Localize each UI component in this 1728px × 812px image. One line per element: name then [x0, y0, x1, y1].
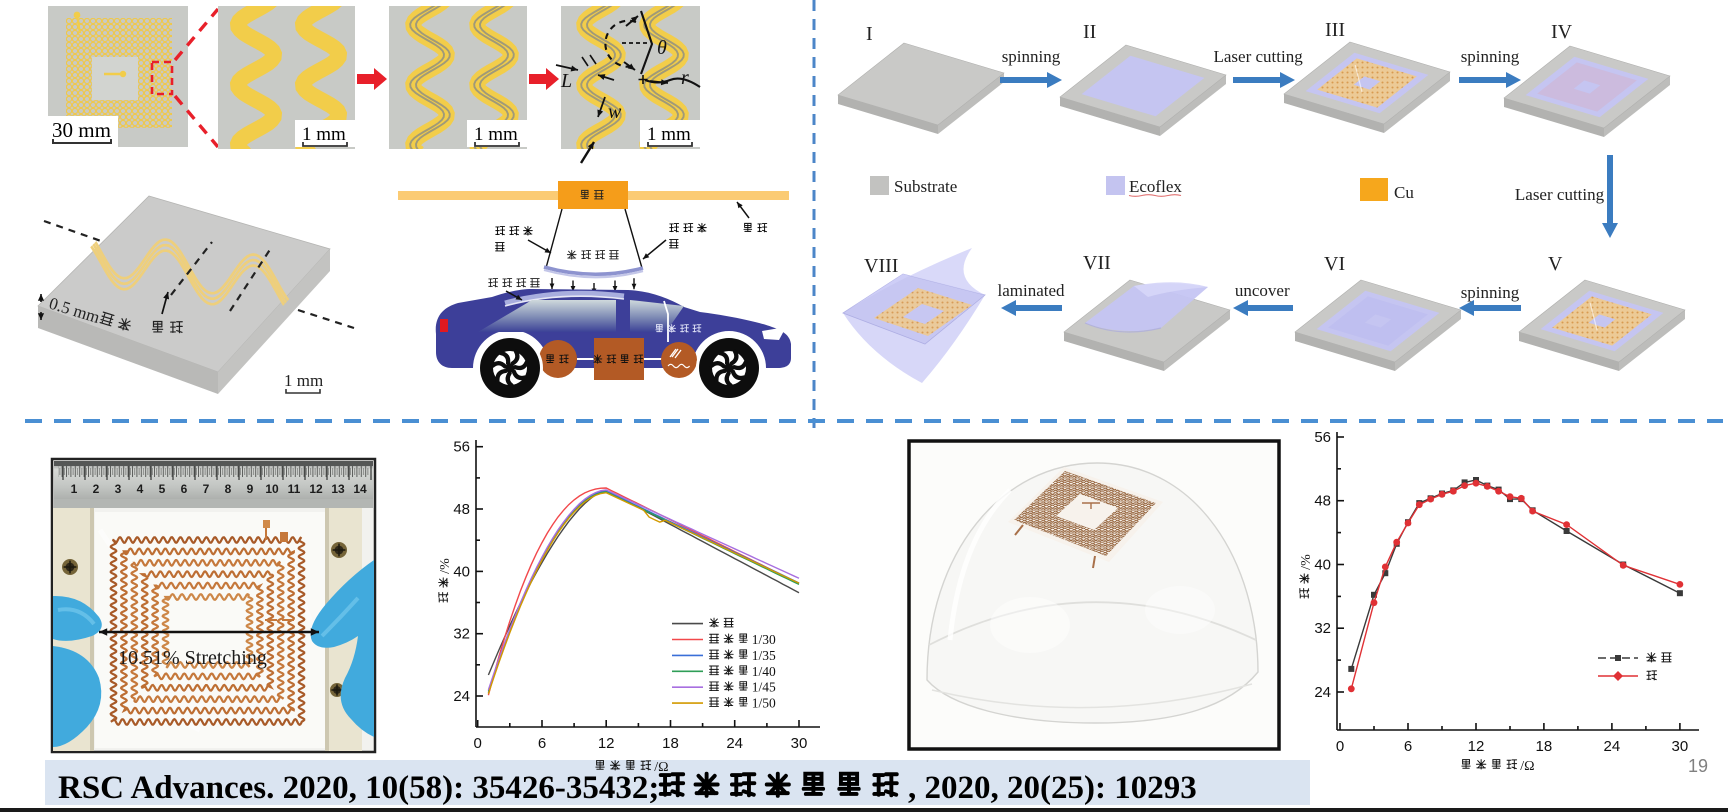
svg-text:18: 18	[1536, 738, 1553, 755]
svg-text:7: 7	[203, 482, 210, 496]
svg-text:uncover: uncover	[1235, 281, 1290, 300]
svg-text:12: 12	[598, 735, 615, 752]
svg-text:8: 8	[225, 482, 232, 496]
svg-text:24: 24	[1314, 684, 1331, 701]
svg-text:9: 9	[247, 482, 254, 496]
svg-text:L: L	[560, 70, 572, 92]
svg-text:1/40: 1/40	[752, 664, 776, 679]
svg-text:12: 12	[309, 482, 323, 496]
svg-text:24: 24	[726, 735, 743, 752]
svg-text:VIII: VIII	[864, 255, 898, 277]
svg-text:14: 14	[353, 482, 367, 496]
svg-text:10: 10	[265, 482, 279, 496]
svg-text:1: 1	[71, 482, 78, 496]
svg-text:6: 6	[538, 735, 546, 752]
svg-text:24: 24	[453, 688, 470, 705]
svg-text:19: 19	[1688, 756, 1708, 776]
svg-text:40: 40	[453, 563, 470, 580]
svg-text:Laser cutting: Laser cutting	[1515, 185, 1605, 204]
svg-text:30: 30	[791, 735, 808, 752]
svg-text:48: 48	[453, 501, 470, 518]
svg-text:I: I	[866, 23, 873, 45]
svg-text:/%: /%	[1299, 554, 1314, 570]
svg-text:/Ω: /Ω	[654, 760, 668, 775]
svg-text:0: 0	[474, 735, 482, 752]
svg-text:VI: VI	[1324, 253, 1345, 275]
svg-text:12: 12	[1468, 738, 1485, 755]
svg-text:spinning: spinning	[1461, 47, 1520, 66]
svg-text:RSC Advances. 2020, 10(58): 35: RSC Advances. 2020, 10(58): 35426-35432;	[58, 770, 659, 806]
svg-text:spinning: spinning	[1461, 283, 1520, 302]
svg-text:, 2020, 20(25): 10293: , 2020, 20(25): 10293	[908, 770, 1197, 806]
svg-text:II: II	[1083, 21, 1096, 43]
svg-text:0: 0	[1336, 738, 1344, 755]
svg-text:1 mm: 1 mm	[647, 124, 691, 145]
svg-text:32: 32	[453, 626, 470, 643]
svg-text:1/45: 1/45	[752, 680, 776, 695]
svg-text:48: 48	[1314, 493, 1331, 510]
svg-text:1/50: 1/50	[752, 696, 776, 711]
svg-text:r: r	[681, 67, 689, 89]
svg-text:32: 32	[1314, 620, 1331, 637]
svg-text:5: 5	[159, 482, 166, 496]
svg-text:13: 13	[331, 482, 345, 496]
svg-text:11: 11	[288, 482, 301, 496]
svg-text:θ: θ	[657, 37, 667, 59]
svg-text:24: 24	[1604, 738, 1621, 755]
svg-text:1/35: 1/35	[752, 648, 776, 663]
svg-text:40: 40	[1314, 557, 1331, 574]
svg-text:/%: /%	[438, 558, 453, 574]
svg-text:Cu: Cu	[1394, 183, 1414, 202]
svg-text:30: 30	[1672, 738, 1689, 755]
svg-text:2: 2	[93, 482, 100, 496]
svg-text:IV: IV	[1551, 21, 1573, 43]
svg-text:Ecoflex: Ecoflex	[1129, 177, 1182, 196]
svg-text:VII: VII	[1083, 252, 1111, 274]
svg-text:spinning: spinning	[1002, 47, 1061, 66]
svg-text:1/30: 1/30	[752, 632, 776, 647]
svg-text:6: 6	[1404, 738, 1412, 755]
svg-text:56: 56	[1314, 429, 1331, 446]
svg-text:1 mm: 1 mm	[302, 124, 346, 145]
svg-text:56: 56	[453, 439, 470, 456]
svg-text:3: 3	[115, 482, 122, 496]
svg-text:/Ω: /Ω	[1520, 759, 1534, 774]
svg-text:4: 4	[137, 482, 144, 496]
svg-text:10.51% Stretching: 10.51% Stretching	[118, 647, 267, 669]
svg-text:1 mm: 1 mm	[474, 124, 518, 145]
svg-text:laminated: laminated	[998, 281, 1066, 300]
svg-text:Laser cutting: Laser cutting	[1214, 47, 1304, 66]
svg-text:w: w	[608, 101, 622, 123]
svg-text:1 mm: 1 mm	[284, 371, 323, 390]
svg-text:6: 6	[181, 482, 188, 496]
svg-text:Substrate: Substrate	[894, 177, 957, 196]
svg-text:V: V	[1548, 253, 1563, 275]
svg-text:30 mm: 30 mm	[52, 118, 111, 142]
svg-text:18: 18	[662, 735, 679, 752]
svg-text:III: III	[1325, 19, 1345, 41]
